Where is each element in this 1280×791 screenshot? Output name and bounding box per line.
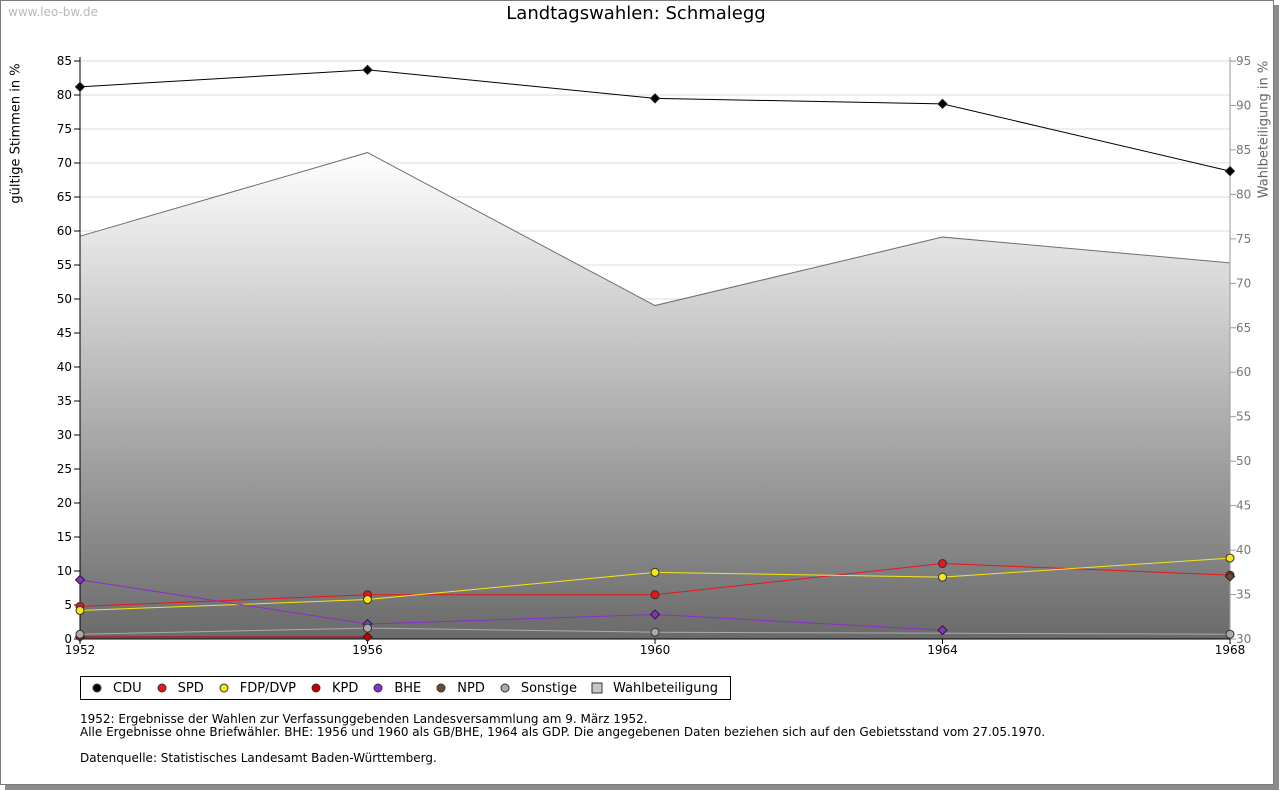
y-tick-label-left: 70 (57, 156, 72, 170)
legend-item-sonstige: Sonstige (499, 681, 577, 696)
legend-item-cdu: CDU (91, 681, 142, 696)
point-spd (650, 590, 660, 600)
square-icon (591, 682, 603, 694)
point-fdp-dvp (363, 595, 372, 605)
x-tick-label: 1964 (927, 643, 958, 657)
point-fdp-dvp (1225, 553, 1235, 563)
y-tick-label-right: 65 (1236, 321, 1251, 335)
dot-icon (373, 683, 383, 693)
point-cdu (74, 81, 86, 93)
y-tick-label-right: 95 (1236, 54, 1251, 68)
y-tick-label-left: 60 (57, 224, 72, 238)
point-cdu (1224, 165, 1236, 177)
point-bhe (74, 574, 86, 586)
x-tick-label: 1952 (65, 643, 96, 657)
legend-item-npd: NPD (435, 681, 485, 696)
footnotes: 1952: Ergebnisse der Wahlen zur Verfassu… (80, 713, 1045, 765)
footnote-line: Alle Ergebnisse ohne Briefwähler. BHE: 1… (80, 725, 1046, 739)
legend-item-fdp-dvp: FDP/DVP (218, 681, 296, 696)
legend-label: NPD (457, 680, 485, 696)
legend-item-kpd: KPD (310, 681, 358, 696)
y-tick-label-right: 40 (1236, 543, 1251, 557)
y-tick-label-left: 25 (57, 462, 72, 476)
footnote-line: 1952: Ergebnisse der Wahlen zur Verfassu… (80, 712, 648, 726)
turnout-line (79, 152, 1231, 307)
point-fdp-dvp (650, 567, 660, 577)
footnote-line: Datenquelle: Statistisches Landesamt Bad… (80, 751, 437, 765)
dot-icon (219, 683, 229, 693)
y-tick-label-left: 85 (57, 54, 72, 68)
point-sonstige (650, 627, 660, 637)
y-tick-label-left: 55 (57, 258, 72, 272)
point-bhe (649, 609, 661, 620)
series-line-bhe (79, 579, 943, 631)
x-tick-label: 1968 (1215, 643, 1246, 657)
y-tick-label-left: 65 (57, 190, 72, 204)
y-tick-label-left: 30 (57, 428, 72, 442)
point-cdu (362, 64, 373, 76)
point-fdp-dvp (75, 605, 85, 615)
turnout-area (80, 152, 1230, 640)
y-tick-label-left: 0 (64, 632, 72, 646)
legend-item-wahlbeteiligung: Wahlbeteiligung (591, 681, 718, 696)
point-bhe (937, 624, 948, 636)
point-sonstige (363, 623, 372, 633)
chart-title: Landtagswahlen: Schmalegg (506, 3, 766, 24)
y-tick-label-left: 75 (57, 122, 72, 136)
y-tick-label-left: 50 (57, 292, 72, 306)
y-tick-label-right: 35 (1236, 588, 1251, 602)
x-tick-label: 1960 (640, 643, 671, 657)
dot-icon (500, 683, 510, 693)
y-tick-label-right: 70 (1236, 276, 1251, 290)
point-cdu (649, 93, 661, 104)
point-fdp-dvp (938, 572, 947, 582)
point-cdu (937, 98, 948, 110)
y-tick-label-left: 35 (57, 394, 72, 408)
y-tick-label-right: 85 (1236, 143, 1251, 157)
y-tick-label-right: 80 (1236, 187, 1251, 201)
series-line-cdu (79, 69, 1231, 172)
legend-label: FDP/DVP (239, 680, 296, 696)
y-tick-label-right: 45 (1236, 499, 1251, 513)
y-tick-label-left: 80 (57, 88, 72, 102)
y-tick-label-left: 5 (64, 598, 72, 612)
legend-item-bhe: BHE (372, 681, 421, 696)
y-tick-label-right: 55 (1236, 410, 1251, 424)
legend-label: BHE (394, 680, 422, 696)
y-tick-label-left: 15 (57, 530, 72, 544)
legend-label: KPD (331, 680, 359, 696)
legend: CDU SPD FDP/DVP KPD BHE NPD Sonstige Wahlbeteil… (80, 676, 732, 700)
y-tick-label-left: 45 (57, 326, 72, 340)
x-tick-label: 1956 (352, 643, 383, 657)
y-tick-label-right: 60 (1236, 365, 1251, 379)
legend-label: Sonstige (520, 680, 578, 696)
dot-icon (157, 683, 167, 693)
legend-label: SPD (177, 680, 204, 696)
legend-label: CDU (113, 680, 142, 696)
y-tick-label-right: 50 (1236, 454, 1251, 468)
point-kpd (362, 631, 373, 643)
dot-icon (311, 683, 321, 693)
point-spd (938, 559, 947, 569)
y-tick-label-left: 10 (57, 564, 72, 578)
y-tick-label-right: 30 (1236, 632, 1251, 646)
y-tick-label-left: 40 (57, 360, 72, 374)
y-tick-label-right: 90 (1236, 98, 1251, 112)
legend-label: Wahlbeteiligung (613, 680, 719, 696)
point-sonstige (75, 629, 85, 639)
y-tick-label-right: 75 (1236, 232, 1251, 246)
dot-icon (436, 683, 446, 693)
y-tick-label-left: 20 (57, 496, 72, 510)
legend-item-spd: SPD (156, 681, 204, 696)
point-npd (1224, 571, 1236, 582)
watermark: www.leo-bw.de (8, 5, 98, 19)
point-sonstige (1225, 629, 1235, 639)
dot-icon (92, 683, 102, 693)
